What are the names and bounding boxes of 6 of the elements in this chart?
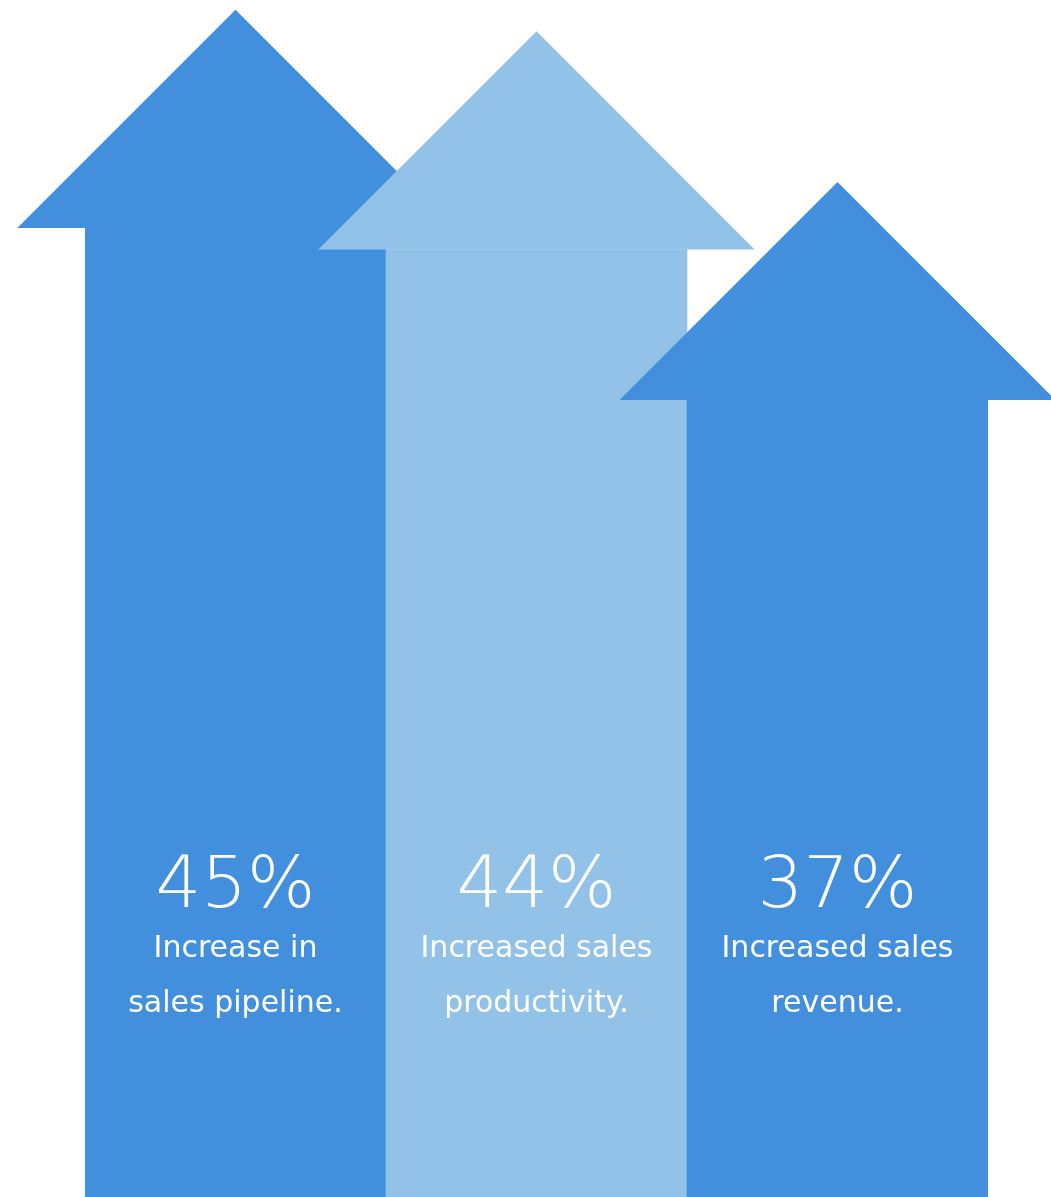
- x-tick-label: Increase in sales pipeline.: [128, 929, 343, 1019]
- x-tick-label: Increased sales productivity.: [420, 929, 653, 1019]
- x-tick-label: Increased sales revenue.: [721, 929, 954, 1019]
- data-label: 44%: [456, 840, 617, 924]
- data-label: 37%: [757, 840, 918, 924]
- data-label: 45%: [155, 840, 316, 924]
